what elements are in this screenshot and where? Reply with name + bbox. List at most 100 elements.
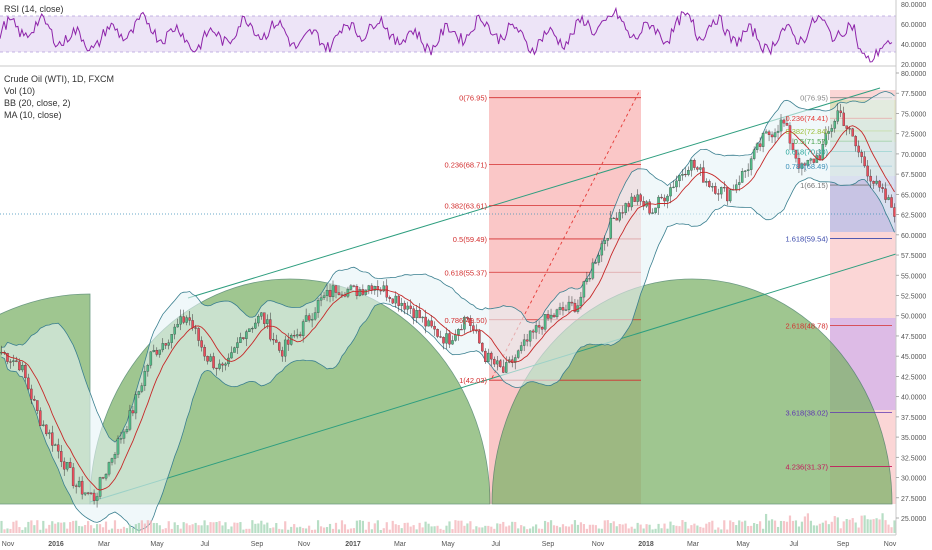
volume-bar <box>95 524 99 533</box>
candle-body <box>215 367 218 369</box>
candle-body <box>869 175 872 182</box>
volume-bar <box>869 519 872 533</box>
candle-body <box>236 342 239 348</box>
candle-body <box>588 278 592 280</box>
candle-body <box>409 305 412 309</box>
candle-body <box>546 314 550 319</box>
volume-bar <box>484 525 487 533</box>
candle-body <box>349 285 353 290</box>
volume-bar <box>12 521 15 533</box>
volume-bar <box>257 523 260 533</box>
candle-body <box>248 328 251 332</box>
volume-bar <box>549 520 553 533</box>
candle-body <box>582 281 586 298</box>
candle-body <box>806 160 810 166</box>
candle-body <box>325 289 329 296</box>
candle-body <box>424 316 427 327</box>
candle-body <box>818 155 822 160</box>
volume-bar <box>744 520 747 533</box>
x-axis-tick-label: Nov <box>884 541 897 548</box>
volume-bar <box>466 523 469 533</box>
candle-body <box>800 163 804 169</box>
volume-bar <box>418 522 421 533</box>
volume-bar <box>821 522 824 533</box>
candle-body <box>170 334 173 343</box>
rsi-band <box>0 16 896 52</box>
candle-body <box>74 485 78 487</box>
candle-body <box>128 410 132 430</box>
candle-body <box>445 333 448 344</box>
rsi-axis-tick-label: 20.0000 <box>901 62 926 69</box>
candle-body <box>107 462 111 475</box>
candle-body <box>21 365 24 371</box>
volume-bar <box>630 526 633 533</box>
candle-body <box>158 349 162 355</box>
volume-bar <box>328 523 332 533</box>
candle-body <box>45 424 48 435</box>
volume-bar <box>89 525 93 533</box>
volume-bar <box>815 525 818 533</box>
volume-bar <box>508 525 511 533</box>
ma-line <box>1 125 895 491</box>
candle-body <box>487 352 490 362</box>
axis-tick-label: 27.5000 <box>901 496 926 503</box>
volume-bar <box>678 526 681 533</box>
volume-bar <box>475 526 478 533</box>
candle-body <box>481 342 484 352</box>
volume-bar <box>248 528 251 533</box>
volume-bar <box>311 529 314 533</box>
candle-body <box>51 432 54 446</box>
x-axis-tick-label: Nov <box>592 541 605 548</box>
candle-body <box>540 327 544 330</box>
volume-bar <box>287 529 290 533</box>
volume-bar <box>299 526 302 533</box>
volume-bar <box>890 527 893 533</box>
x-axis-tick-label: Jul <box>492 541 501 548</box>
candle-body <box>27 377 30 390</box>
volume-bar <box>502 521 505 533</box>
candle-body <box>322 295 326 298</box>
volume-bar <box>224 522 227 533</box>
candle-body <box>525 339 529 342</box>
main-panel: 0(76.95) 0.236(68.71) 0.382(63.61) 0.5(59.4… <box>0 87 897 533</box>
candle-body <box>570 301 574 304</box>
main-legend: Crude Oil (WTI), 1D, FXCM Vol (10) BB (2… <box>4 73 114 121</box>
volume-bar <box>445 525 448 533</box>
rsi-axis-ticks: 80.0000 60.0000 40.0000 20.0000 <box>901 2 926 69</box>
volume-bar <box>451 529 454 533</box>
volume-bar <box>63 522 66 533</box>
candle-body <box>543 314 547 330</box>
volume-bar <box>272 527 275 533</box>
volume-bar <box>672 525 675 533</box>
volume-bar <box>164 528 167 533</box>
candle-body <box>188 317 191 321</box>
candle-body <box>33 399 36 401</box>
candle-body <box>854 136 857 147</box>
candle-body <box>110 458 114 463</box>
volume-bar <box>588 524 591 533</box>
x-axis-tick-label: 2016 <box>48 541 64 548</box>
candle-body <box>206 356 209 362</box>
rsi-axis-tick-label: 60.0000 <box>901 22 926 29</box>
volume-bar <box>197 525 200 533</box>
candle-body <box>436 329 439 337</box>
candle-body <box>176 324 179 328</box>
candle-body <box>717 193 720 195</box>
volume-bar <box>316 520 320 533</box>
volume-bar <box>42 520 45 533</box>
volume-bar <box>54 523 57 533</box>
volume-bar <box>469 521 472 533</box>
candle-body <box>720 187 723 195</box>
candle-body <box>522 339 526 346</box>
volume-bar <box>146 520 149 533</box>
fib-right-label: 3.618(38.02) <box>785 409 828 418</box>
volume-bar <box>717 527 720 533</box>
candle-body <box>630 196 633 208</box>
candle-body <box>68 462 72 468</box>
volume-bar <box>708 522 711 533</box>
candle-body <box>218 363 221 369</box>
volume-bar <box>800 521 804 533</box>
axis-tick-label: 55.0000 <box>901 273 926 280</box>
volume-bar <box>128 524 132 533</box>
volume-bar <box>66 528 69 533</box>
